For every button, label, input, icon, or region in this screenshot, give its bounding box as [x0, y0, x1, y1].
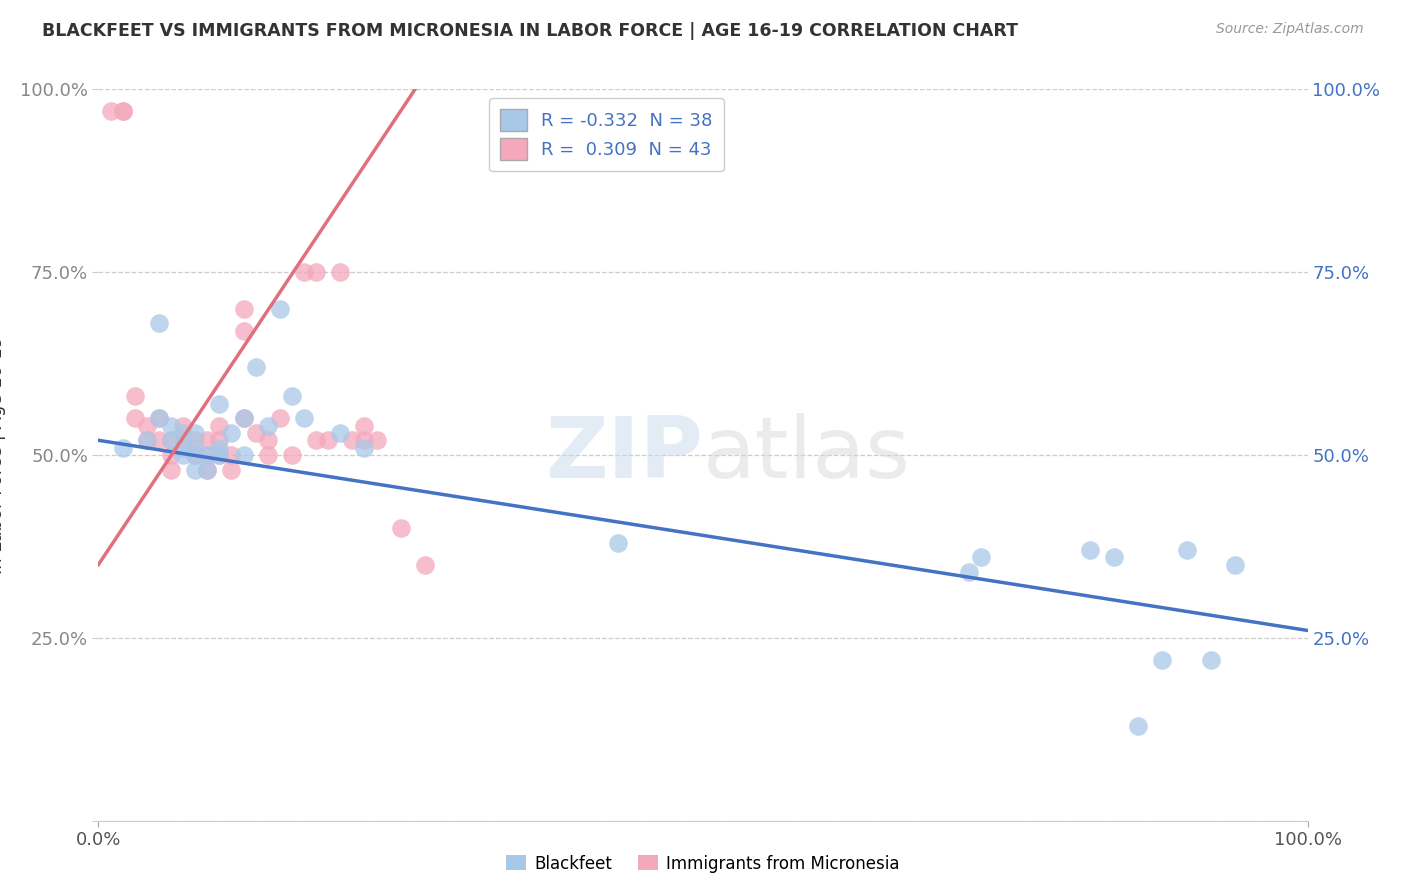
- Point: [208, 418, 231, 433]
- Point: [195, 448, 218, 462]
- Point: [195, 434, 218, 448]
- Point: [221, 425, 243, 440]
- Point: [184, 448, 207, 462]
- Point: [172, 448, 194, 462]
- Point: [329, 265, 352, 279]
- Point: [1152, 653, 1174, 667]
- Point: [269, 411, 291, 425]
- Point: [160, 434, 183, 448]
- Point: [100, 104, 122, 119]
- Point: [148, 411, 170, 425]
- Point: [172, 434, 194, 448]
- Point: [195, 448, 218, 462]
- Point: [305, 265, 328, 279]
- Point: [269, 301, 291, 316]
- Point: [970, 550, 993, 565]
- Point: [160, 448, 183, 462]
- Point: [124, 389, 146, 403]
- Point: [148, 434, 170, 448]
- Text: Source: ZipAtlas.com: Source: ZipAtlas.com: [1216, 22, 1364, 37]
- Point: [221, 462, 243, 476]
- Point: [245, 360, 267, 375]
- Text: atlas: atlas: [703, 413, 911, 497]
- Point: [292, 265, 315, 279]
- Legend: R = -0.332  N = 38, R =  0.309  N = 43: R = -0.332 N = 38, R = 0.309 N = 43: [489, 98, 724, 171]
- Point: [148, 316, 170, 330]
- Point: [245, 425, 267, 440]
- Point: [184, 462, 207, 476]
- Point: [607, 535, 630, 549]
- Point: [342, 434, 364, 448]
- Point: [232, 411, 254, 425]
- Point: [184, 441, 207, 455]
- Point: [184, 434, 207, 448]
- Point: [292, 411, 315, 425]
- Point: [208, 441, 231, 455]
- Point: [111, 104, 134, 119]
- Point: [124, 411, 146, 425]
- Point: [172, 425, 194, 440]
- Point: [184, 448, 207, 462]
- Point: [135, 418, 157, 433]
- Point: [353, 441, 375, 455]
- Point: [957, 565, 980, 579]
- Point: [221, 448, 243, 462]
- Point: [316, 434, 339, 448]
- Point: [389, 521, 412, 535]
- Point: [232, 448, 254, 462]
- Text: ZIP: ZIP: [546, 413, 703, 497]
- Point: [232, 411, 254, 425]
- Point: [1223, 558, 1246, 572]
- Point: [172, 441, 194, 455]
- Point: [111, 104, 134, 119]
- Point: [281, 448, 304, 462]
- Y-axis label: In Labor Force | Age 16-19: In Labor Force | Age 16-19: [0, 335, 6, 574]
- Point: [366, 434, 388, 448]
- Point: [160, 462, 183, 476]
- Point: [208, 397, 231, 411]
- Point: [232, 324, 254, 338]
- Point: [160, 434, 183, 448]
- Point: [353, 434, 375, 448]
- Point: [208, 448, 231, 462]
- Point: [184, 425, 207, 440]
- Text: BLACKFEET VS IMMIGRANTS FROM MICRONESIA IN LABOR FORCE | AGE 16-19 CORRELATION C: BLACKFEET VS IMMIGRANTS FROM MICRONESIA …: [42, 22, 1018, 40]
- Point: [232, 301, 254, 316]
- Point: [1128, 718, 1150, 732]
- Point: [1175, 543, 1198, 558]
- Point: [1199, 653, 1222, 667]
- Point: [281, 389, 304, 403]
- Point: [135, 434, 157, 448]
- Point: [160, 418, 183, 433]
- Point: [195, 462, 218, 476]
- Point: [172, 418, 194, 433]
- Point: [305, 434, 328, 448]
- Point: [1078, 543, 1101, 558]
- Point: [208, 434, 231, 448]
- Point: [111, 441, 134, 455]
- Point: [256, 418, 278, 433]
- Point: [135, 434, 157, 448]
- Point: [1102, 550, 1125, 565]
- Point: [256, 434, 278, 448]
- Point: [256, 448, 278, 462]
- Legend: Blackfeet, Immigrants from Micronesia: Blackfeet, Immigrants from Micronesia: [499, 848, 907, 880]
- Point: [195, 462, 218, 476]
- Point: [148, 411, 170, 425]
- Point: [353, 418, 375, 433]
- Point: [413, 558, 436, 572]
- Point: [329, 425, 352, 440]
- Point: [208, 448, 231, 462]
